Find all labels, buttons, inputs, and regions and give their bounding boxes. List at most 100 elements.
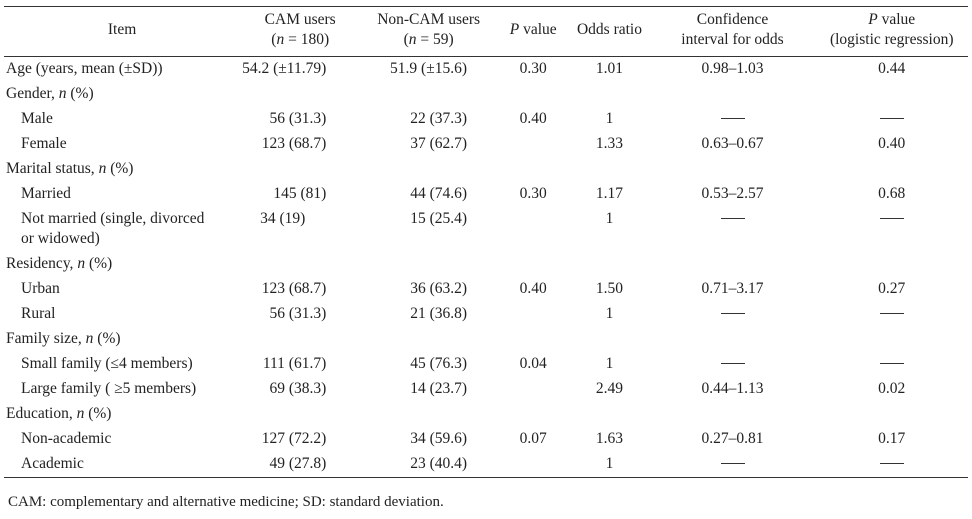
table-row-rural: Rural 56 (31.3) 21 (36.8) 1 (4, 302, 968, 327)
dash-mark (879, 217, 904, 219)
cam-characteristics-table: Item CAM users (n = 180) Non-CAM users (n … (4, 6, 968, 478)
row-label: Academic (21, 455, 84, 472)
p-value-logistic-empty (815, 107, 968, 132)
p-value-logistic: 0.02 (878, 380, 906, 397)
table-row-age: Age (years, mean (±SD)) 54.2 (±11.79) 51… (4, 57, 968, 83)
row-label: Age (years, mean (±SD)) (6, 60, 163, 77)
p-value-logistic: 0.27 (878, 280, 906, 297)
non-cam-value: 37 (62.7) (410, 135, 468, 152)
table-footnote: CAM: complementary and alternative medic… (8, 494, 444, 510)
cam-value: 54.2 (±11.79) (242, 60, 327, 77)
confidence-interval: 0.98–1.03 (701, 60, 764, 77)
cam-value: 56 (31.3) (269, 305, 327, 322)
dash-mark (720, 217, 745, 219)
p-value: 0.30 (519, 185, 547, 202)
odds-ratio: 1.33 (595, 135, 624, 152)
section-label: Residency, n (%) (6, 255, 113, 272)
odds-ratio: 1.50 (595, 280, 624, 297)
non-cam-value: 36 (63.2) (410, 280, 468, 297)
dash-mark (879, 362, 904, 364)
header-non-cam-users: Non-CAM users (n = 59) (377, 11, 481, 48)
table-row-married: Married 145 (81) 44 (74.6) 0.30 1.17 0.5… (4, 182, 968, 207)
dash-mark (720, 362, 745, 364)
dash-mark (879, 462, 904, 464)
section-row-residency: Residency, n (%) (4, 252, 968, 277)
cam-value: 34 (19) (260, 210, 306, 227)
table-row-not-married: Not married (single, divorced or widowed)… (4, 207, 968, 252)
header-item: Item (107, 21, 137, 38)
p-value-logistic: 0.40 (878, 135, 906, 152)
odds-ratio: 1 (605, 455, 614, 472)
section-row-education: Education, n (%) (4, 402, 968, 427)
cam-value: 127 (72.2) (261, 430, 327, 447)
non-cam-value: 45 (76.3) (410, 355, 468, 372)
p-value: 0.40 (519, 110, 547, 127)
p-value (497, 377, 569, 402)
table-row-academic: Academic 49 (27.8) 23 (40.4) 1 (4, 452, 968, 478)
confidence-interval-empty (650, 302, 816, 327)
cam-value: 111 (61.7) (262, 355, 327, 372)
section-label: Education, n (%) (6, 405, 112, 422)
dash-mark (720, 462, 745, 464)
p-value: 0.07 (519, 430, 547, 447)
confidence-interval: 0.63–0.67 (701, 135, 764, 152)
confidence-interval-empty (650, 452, 816, 478)
header-confidence-interval: Confidence interval for odds (681, 11, 784, 48)
header-odds-ratio: Odds ratio (576, 21, 642, 38)
cam-value: 69 (38.3) (269, 380, 327, 397)
p-value-logistic: 0.68 (878, 185, 906, 202)
odds-ratio: 1 (605, 355, 614, 372)
non-cam-value: 44 (74.6) (410, 185, 468, 202)
non-cam-value: 23 (40.4) (410, 455, 468, 472)
p-value (497, 302, 569, 327)
confidence-interval-empty (650, 352, 816, 377)
non-cam-value: 21 (36.8) (410, 305, 468, 322)
row-label: Not married (single, divorced or widowed) (21, 210, 205, 247)
confidence-interval-empty (650, 207, 816, 252)
p-value-logistic: 0.44 (878, 60, 906, 77)
p-value: 0.30 (519, 60, 547, 77)
confidence-interval: 0.71–3.17 (701, 280, 764, 297)
non-cam-value: 51.9 (±15.6) (390, 60, 468, 77)
section-row-gender: Gender, n (%) (4, 82, 968, 107)
p-value-logistic-empty (815, 207, 968, 252)
section-row-family-size: Family size, n (%) (4, 327, 968, 352)
p-value: 0.04 (519, 355, 547, 372)
odds-ratio: 1 (605, 210, 614, 227)
cam-value: 123 (68.7) (261, 280, 327, 297)
cam-value: 145 (81) (273, 185, 327, 202)
section-row-marital-status: Marital status, n (%) (4, 157, 968, 182)
non-cam-value: 22 (37.3) (410, 110, 468, 127)
table-header-row: Item CAM users (n = 180) Non-CAM users (n … (4, 6, 968, 57)
row-label: Small family (≤4 members) (21, 355, 193, 372)
p-value-logistic-empty (815, 352, 968, 377)
cam-value: 56 (31.3) (269, 110, 327, 127)
cam-value: 49 (27.8) (269, 455, 327, 472)
row-label: Urban (21, 280, 60, 297)
confidence-interval: 0.53–2.57 (701, 185, 764, 202)
confidence-interval: 0.27–0.81 (701, 430, 764, 447)
confidence-interval-empty (650, 107, 816, 132)
p-value (497, 207, 569, 252)
section-label: Gender, n (%) (6, 85, 94, 102)
p-value: 0.40 (519, 280, 547, 297)
p-value (497, 132, 569, 157)
p-value-logistic-empty (815, 452, 968, 478)
non-cam-value: 34 (59.6) (410, 430, 468, 447)
section-label: Family size, n (%) (6, 330, 121, 347)
row-label: Rural (21, 305, 56, 322)
row-label: Large family ( ≥5 members) (21, 380, 197, 397)
row-label: Married (21, 185, 71, 202)
row-label: Male (21, 110, 53, 127)
table-row-non-academic: Non-academic 127 (72.2) 34 (59.6) 0.07 1… (4, 427, 968, 452)
non-cam-value: 15 (25.4) (410, 210, 468, 227)
table-row-urban: Urban 123 (68.7) 36 (63.2) 0.40 1.50 0.7… (4, 277, 968, 302)
odds-ratio: 1.01 (595, 60, 624, 77)
dash-mark (879, 117, 904, 119)
table-row-male: Male 56 (31.3) 22 (37.3) 0.40 1 (4, 107, 968, 132)
confidence-interval: 0.44–1.13 (701, 380, 764, 397)
header-p-value: P value (509, 21, 557, 38)
header-p-value-logistic: P value (logistic regression) (829, 11, 954, 48)
dash-mark (879, 312, 904, 314)
